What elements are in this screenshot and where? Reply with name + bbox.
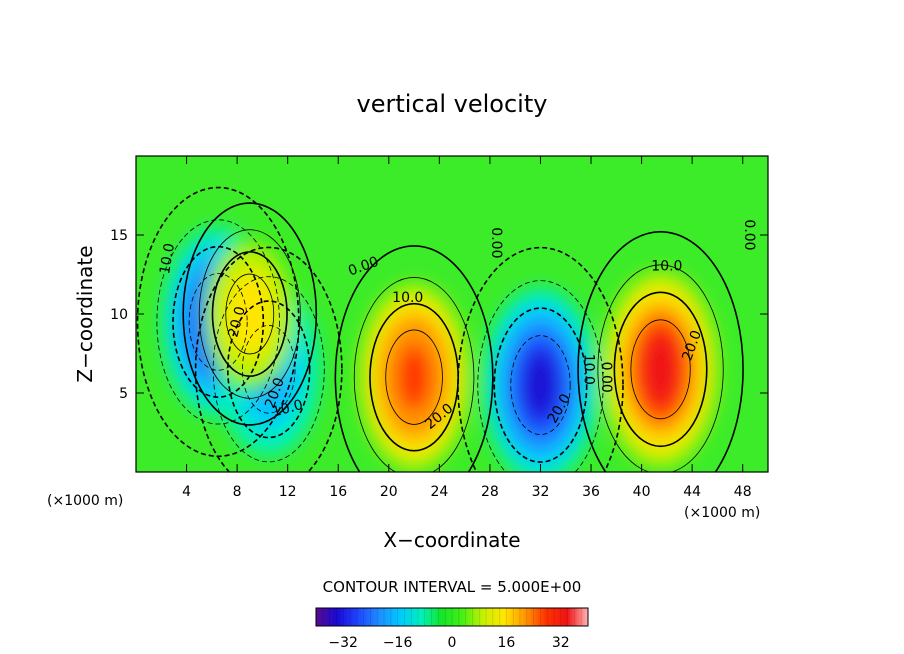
x-tick-label: 40 <box>633 484 651 500</box>
contour-label: 10.0 <box>392 290 423 306</box>
contour-label: 10.0 <box>157 242 178 275</box>
contour-line <box>211 251 288 377</box>
contour-line <box>369 302 459 452</box>
x-tick-label: 36 <box>582 484 600 500</box>
colorbar-fill <box>316 608 588 626</box>
contour-line <box>241 325 296 414</box>
contour-line <box>477 280 604 472</box>
field-cell <box>235 285 264 343</box>
field-cell <box>397 343 431 411</box>
contour-label: 10.0 <box>651 259 682 275</box>
contour-line <box>493 307 588 463</box>
contour-line <box>172 245 265 398</box>
colorbar-tick-label: 32 <box>552 635 570 651</box>
y-tick-label: 5 <box>119 386 128 402</box>
field-blobs <box>162 227 718 472</box>
contour-line <box>334 245 494 472</box>
contour-label: 10.0 <box>271 397 305 421</box>
y-tick-label: 10 <box>110 307 128 323</box>
contour-label: 10.0 <box>581 354 597 385</box>
contour-line <box>226 300 311 439</box>
contour-line <box>212 276 325 463</box>
contour-line <box>577 231 744 472</box>
contour-label: 20.0 <box>225 305 249 339</box>
contour-line <box>182 202 318 426</box>
contour-line <box>353 277 475 472</box>
colorbar-ticks: −32 −16 0 16 32 <box>328 635 569 651</box>
field-cell <box>522 349 559 421</box>
x-tick-label: 24 <box>430 484 448 500</box>
y-axis-label: Z−coordinate <box>73 245 97 382</box>
contour-line <box>613 291 708 448</box>
colorbar-frame <box>315 607 589 627</box>
x-tick-label: 44 <box>683 484 701 500</box>
colorbar-tick-label: 0 <box>448 635 457 651</box>
x-unit-left: (×1000 m) <box>47 493 123 509</box>
x-tick-label: 8 <box>233 484 242 500</box>
contour-layer <box>136 186 744 472</box>
chart-title: vertical velocity <box>357 90 548 118</box>
colorbar-tick-label: −16 <box>383 635 413 651</box>
colorbar: −32 −16 0 16 32 <box>315 607 589 651</box>
x-tick-label: 16 <box>329 484 347 500</box>
contour-line <box>385 329 443 425</box>
contour-line <box>198 229 301 399</box>
contour-line <box>597 264 724 472</box>
plot-area: 10.020.020.010.00.0010.020.00.0020.010.0… <box>136 156 768 472</box>
x-tick-label: 20 <box>380 484 398 500</box>
contour-label: 0.00 <box>741 219 757 250</box>
field-layer <box>162 227 718 472</box>
contour-line <box>188 273 248 371</box>
contour-line <box>510 335 571 436</box>
y-axis-ticks: 5 10 15 <box>110 228 768 402</box>
contour-line <box>630 319 691 420</box>
x-tick-label: 32 <box>532 484 550 500</box>
x-axis-ticks: 4 8 12 16 20 24 28 32 36 40 44 48 <box>182 156 752 500</box>
contour-line <box>156 219 280 425</box>
contour-label: 0.00 <box>598 362 614 393</box>
x-axis-label: X−coordinate <box>383 528 520 552</box>
x-tick-label: 28 <box>481 484 499 500</box>
contour-label: 0.00 <box>488 227 504 258</box>
y-tick-label: 15 <box>110 228 128 244</box>
field-cell <box>642 334 679 405</box>
contour-line <box>457 246 624 472</box>
colorbar-stripes <box>322 608 582 626</box>
x-tick-label: 12 <box>279 484 297 500</box>
x-tick-label: 4 <box>182 484 191 500</box>
contour-line <box>225 273 275 355</box>
colorbar-tick-label: −32 <box>328 635 358 651</box>
x-unit-right: (×1000 m) <box>684 505 760 521</box>
x-tick-label: 48 <box>734 484 752 500</box>
contour-line <box>194 246 343 472</box>
colorbar-tick-label: 16 <box>497 635 515 651</box>
contour-interval-label: CONTOUR INTERVAL = 5.000E+00 <box>323 578 582 596</box>
